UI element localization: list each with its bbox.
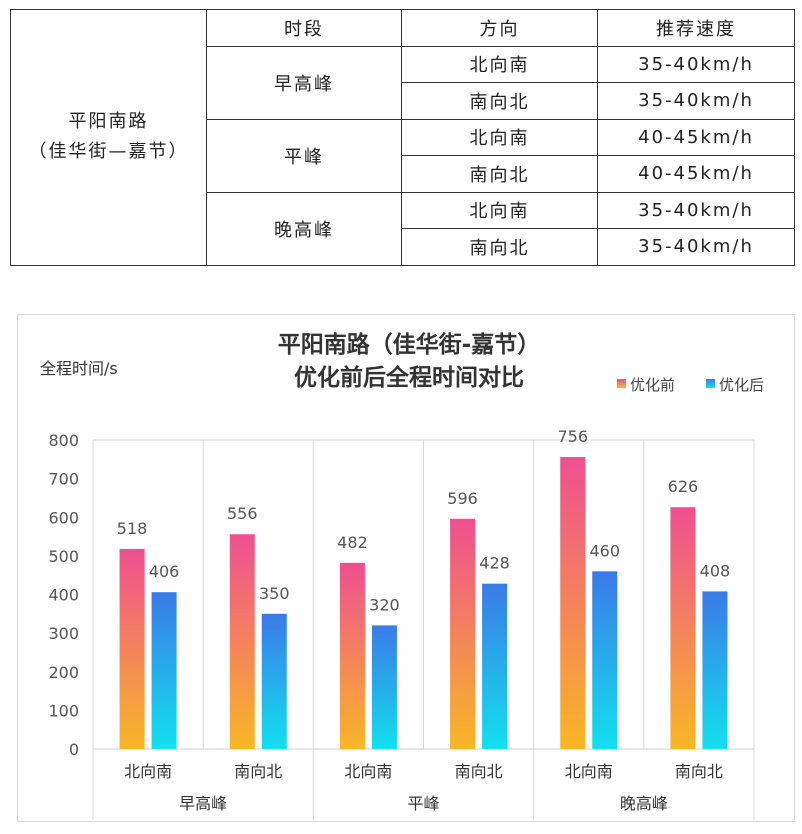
bar-before	[339, 562, 365, 749]
y-tick-label: 700	[48, 470, 79, 489]
y-tick-label: 400	[48, 586, 79, 605]
y-tick-label: 300	[48, 624, 79, 643]
y-tick-label: 200	[48, 663, 79, 682]
data-label: 460	[589, 541, 620, 560]
bar-before	[229, 534, 255, 749]
table-header: 时段	[206, 9, 402, 47]
chart-panel: 平阳南路（佳华街-嘉节） 优化前后全程时间对比 全程时间/s 优化前 优化后 0 100 20…	[17, 314, 795, 822]
data-label: 596	[447, 489, 478, 508]
data-label: 626	[668, 477, 699, 496]
x-category-label: 南向北	[455, 762, 503, 781]
table-row: 南向北 40-45km/h	[11, 155, 795, 193]
speed-cell: 35-40km/h	[597, 45, 795, 83]
x-category-label: 北向南	[565, 762, 613, 781]
data-label: 408	[700, 561, 731, 580]
bar-before	[670, 507, 696, 749]
bar-after	[261, 613, 287, 749]
bar-after	[151, 592, 177, 749]
legend-label: 优化前	[630, 376, 675, 394]
direction-cell: 北向南	[401, 45, 598, 83]
speed-table: 平阳南路 （佳华街—嘉节） 时段 方向 推荐速度 早高峰 北向南 35-40km/h 南向北 35…	[10, 9, 795, 266]
table-row: 南向北 35-40km/h	[11, 82, 795, 120]
speed-cell: 40-45km/h	[597, 155, 795, 193]
y-tick-label: 100	[48, 701, 79, 720]
table-row: 晚高峰 北向南 35-40km/h	[11, 191, 795, 266]
speed-cell: 35-40km/h	[597, 82, 795, 120]
road-section: （佳华街—嘉节）	[28, 141, 189, 163]
x-category-label: 南向北	[675, 762, 723, 781]
chart-title-line1: 平阳南路（佳华街-嘉节）	[278, 331, 541, 358]
time-comparison-chart: 平阳南路（佳华街-嘉节） 优化前后全程时间对比 全程时间/s 优化前 优化后 0 100 20…	[40, 331, 764, 820]
speed-cell: 35-40km/h	[597, 228, 795, 266]
direction-cell: 南向北	[401, 82, 598, 120]
speed-cell: 40-45km/h	[597, 118, 795, 156]
data-label: 406	[149, 562, 180, 581]
x-group-label: 平峰	[407, 794, 439, 813]
bar-after	[371, 625, 397, 749]
bar-after	[482, 583, 508, 749]
legend-swatch	[617, 379, 626, 388]
table-row: 早高峰 北向南 35-40km/h	[11, 45, 795, 120]
x-category-label: 北向南	[344, 762, 392, 781]
y-tick-label: 500	[48, 547, 79, 566]
data-label: 428	[479, 554, 510, 573]
direction-cell: 南向北	[401, 228, 598, 266]
direction-cell: 北向南	[401, 191, 598, 229]
x-category-label: 北向南	[124, 762, 172, 781]
period-cell: 晚高峰	[206, 191, 402, 266]
road-cell: 平阳南路 （佳华街—嘉节）	[10, 9, 207, 266]
x-group-label: 早高峰	[179, 794, 227, 813]
y-tick-label: 800	[48, 431, 79, 450]
x-group-label: 晚高峰	[620, 794, 668, 813]
data-label: 320	[369, 595, 400, 614]
y-tick-label: 0	[69, 740, 79, 759]
y-tick-label: 600	[48, 508, 79, 527]
bar-before	[450, 518, 476, 749]
period-cell: 平峰	[206, 118, 402, 193]
x-category-label: 南向北	[234, 762, 282, 781]
y-axis-title: 全程时间/s	[40, 359, 118, 378]
table-header: 方向	[401, 9, 598, 47]
speed-cell: 35-40km/h	[597, 191, 795, 229]
table-row: 平峰 北向南 40-45km/h	[11, 118, 795, 193]
bar-after	[592, 571, 618, 749]
bar-after	[702, 591, 728, 749]
road-name: 平阳南路	[68, 111, 149, 133]
table-header: 推荐速度	[597, 9, 795, 47]
legend-swatch	[706, 379, 715, 388]
direction-cell: 北向南	[401, 118, 598, 156]
bar-before	[560, 456, 586, 749]
table-row: 南向北 35-40km/h	[11, 228, 795, 266]
data-label: 756	[557, 427, 588, 446]
legend-label: 优化后	[719, 376, 764, 394]
chart-title-line2: 优化前后全程时间对比	[294, 364, 524, 391]
data-label: 556	[227, 504, 258, 523]
data-label: 518	[117, 519, 148, 538]
bar-before	[119, 548, 145, 749]
period-cell: 早高峰	[206, 45, 402, 120]
direction-cell: 南向北	[401, 155, 598, 193]
data-label: 350	[259, 584, 290, 603]
data-label: 482	[337, 533, 368, 552]
